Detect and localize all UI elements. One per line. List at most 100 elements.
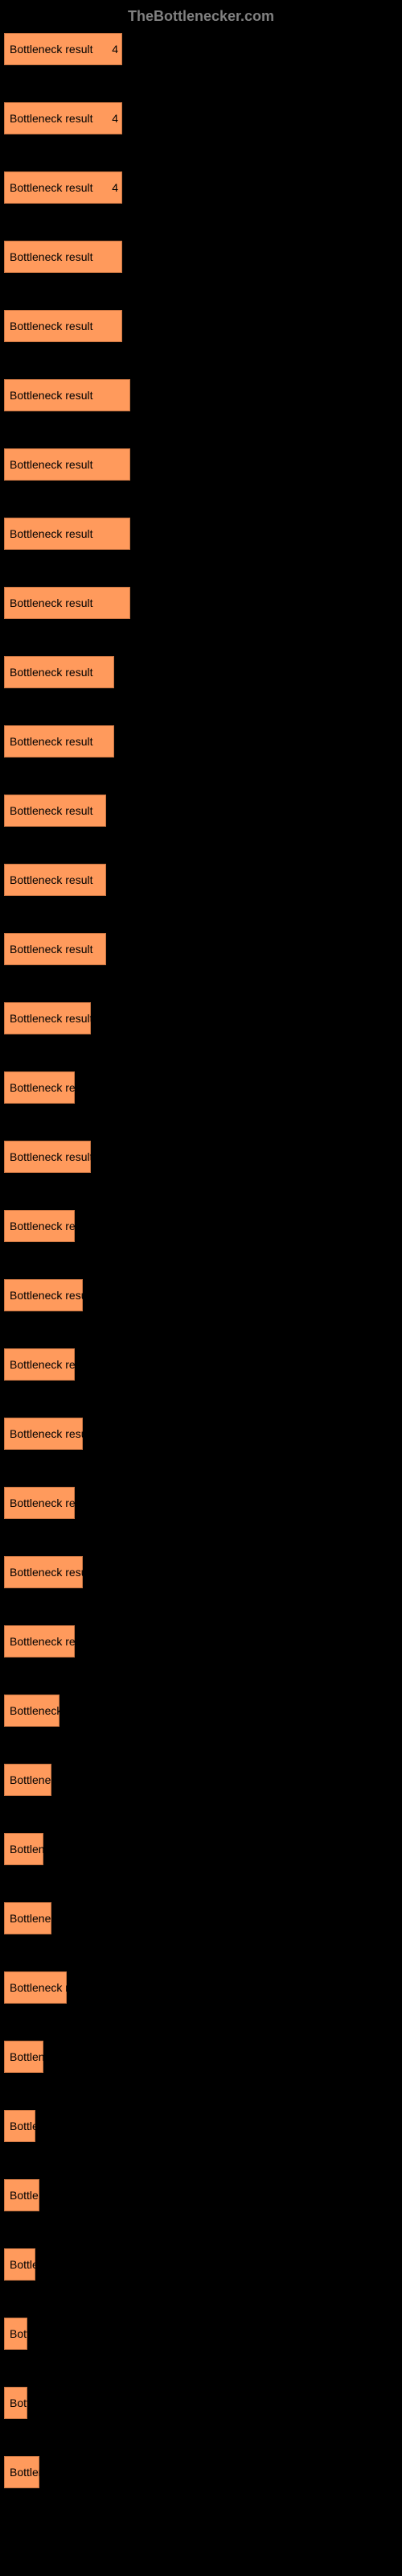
bar-row: Bottleneck result bbox=[4, 310, 398, 358]
bar: Bott bbox=[4, 2387, 27, 2419]
bar: Bottleneck result bbox=[4, 518, 130, 550]
bar-row: Bottlene bbox=[4, 1902, 398, 1951]
bar-row: Bottleneck result bbox=[4, 1625, 398, 1674]
bar: Bottleneck result bbox=[4, 1071, 75, 1104]
bar: Bottleneck result bbox=[4, 1487, 75, 1519]
bar-row: Bottleneck result bbox=[4, 1348, 398, 1397]
bar-label: Bottleneck result bbox=[10, 1012, 93, 1025]
bar-row: Bottleneck result bbox=[4, 656, 398, 704]
bar-label: Bottleneck result bbox=[10, 112, 93, 125]
bar-label: Bottleneck resu bbox=[10, 1566, 88, 1579]
bar: Bottleneck result bbox=[4, 933, 106, 965]
bar: Bottleneck resu bbox=[4, 1556, 83, 1588]
bar-row: Bott bbox=[4, 2318, 398, 2366]
bar: Bottleneck result bbox=[4, 864, 106, 896]
bar-label: Bottleneck result bbox=[10, 1635, 93, 1648]
bar-row: Bottle bbox=[4, 2110, 398, 2158]
bar-label: Bottleneck result bbox=[10, 1427, 93, 1440]
bar-row: Bottleneck result 4 bbox=[4, 171, 398, 220]
bar-label: Bottle bbox=[10, 2120, 39, 2132]
bar-row: Bottleneck result bbox=[4, 241, 398, 289]
bar-label: Bottleneck result bbox=[10, 1150, 93, 1163]
bar-label: Bottleneck resu bbox=[10, 1289, 88, 1302]
bar-row: Bottleneck resu bbox=[4, 1279, 398, 1327]
bar: Bottle bbox=[4, 2179, 39, 2211]
bar-row: Bottleneck result bbox=[4, 518, 398, 566]
bar-label: Bottlene bbox=[10, 1912, 51, 1925]
bar-label: Bottleneck result bbox=[10, 1358, 93, 1371]
bar-row: Bottle bbox=[4, 2179, 398, 2227]
bar: Bottleneck result bbox=[4, 1002, 91, 1034]
bar-row: Bottlen bbox=[4, 2041, 398, 2089]
bar-row: Bottleneck result bbox=[4, 725, 398, 774]
bar-label: Bottleneck result bbox=[10, 804, 93, 817]
bar: Bottlenec bbox=[4, 1764, 51, 1796]
bar-label: Bottleneck result bbox=[10, 250, 93, 263]
bar: Bottlene bbox=[4, 1902, 51, 1934]
bar-label: Bottleneck result bbox=[10, 181, 93, 194]
bar-label: Bottle bbox=[10, 2258, 39, 2271]
bottleneck-chart: Bottleneck result 4 Bottleneck result 4 Bott… bbox=[0, 33, 402, 2504]
bar-label: Bott bbox=[10, 2327, 30, 2340]
bar-label: Bottlenec bbox=[10, 1773, 56, 1786]
bar: Bottleneck result bbox=[4, 1418, 83, 1450]
bar: Bottleneck result bbox=[4, 1210, 75, 1242]
bar-row: Bottleneck result 4 bbox=[4, 102, 398, 151]
bar: Bottleneck resu bbox=[4, 1279, 83, 1311]
bar-label: Bottleneck result bbox=[10, 597, 93, 609]
bar-label: Bottleneck result bbox=[10, 43, 93, 56]
bar: Bottleneck result bbox=[4, 310, 122, 342]
bar: Bottleneck result 4 bbox=[4, 171, 122, 204]
bar-row: Bottle bbox=[4, 2248, 398, 2297]
bar-row: Bott bbox=[4, 2387, 398, 2435]
bar: Bottleneck result bbox=[4, 656, 114, 688]
bar-row: Bottleneck bbox=[4, 1695, 398, 1743]
bar-row: Bottleneck result bbox=[4, 795, 398, 843]
site-header: TheBottlenecker.com bbox=[0, 0, 402, 33]
bar-label: Bottleneck bbox=[10, 1704, 62, 1717]
bar-label: Bottler bbox=[10, 2466, 42, 2479]
bar-row: Bottleneck result bbox=[4, 933, 398, 981]
bar-label: Bottleneck result bbox=[10, 1496, 93, 1509]
bar-row: Bottlenec bbox=[4, 1764, 398, 1812]
bar: Bottleneck result bbox=[4, 1625, 75, 1657]
bar: Bott bbox=[4, 2318, 27, 2350]
bar-row: Bottleneck result4 bbox=[4, 33, 398, 81]
bar-row: Bottleneck result bbox=[4, 587, 398, 635]
bar-label: Bottleneck result bbox=[10, 458, 93, 471]
bar-label: Bott bbox=[10, 2396, 30, 2409]
bar-label: Bottleneck result bbox=[10, 1220, 93, 1232]
bar-row: Bottleneck result bbox=[4, 864, 398, 912]
bar-row: Bottleneck result bbox=[4, 1487, 398, 1535]
bar-label: Bottle bbox=[10, 2189, 39, 2202]
bar-row: Bottleneck r bbox=[4, 1971, 398, 2020]
bar-row: Bottleneck result bbox=[4, 1071, 398, 1120]
bar: Bottleneck result bbox=[4, 379, 130, 411]
bar-label: Bottleneck result bbox=[10, 943, 93, 956]
bar-row: Bottleneck resu bbox=[4, 1556, 398, 1604]
bar-label: Bottleneck result bbox=[10, 527, 93, 540]
bar-row: Bottleneck result bbox=[4, 1210, 398, 1258]
bar-label: Bottleneck r bbox=[10, 1981, 69, 1994]
bar: Bottleneck result bbox=[4, 1348, 75, 1381]
bar-label: Bottleneck result bbox=[10, 873, 93, 886]
bar-value: 4 bbox=[112, 112, 118, 125]
bar-row: Bottleneck result bbox=[4, 1141, 398, 1189]
bar: Bottlen bbox=[4, 1833, 43, 1865]
bar: Bottleneck result bbox=[4, 448, 130, 481]
bar: Bottleneck result bbox=[4, 241, 122, 273]
bar: Bottleneck r bbox=[4, 1971, 67, 2004]
bar-row: Bottleneck result bbox=[4, 1002, 398, 1051]
bar: Bottleneck bbox=[4, 1695, 59, 1727]
bar: Bottler bbox=[4, 2456, 39, 2488]
bar-row: Bottler bbox=[4, 2456, 398, 2504]
bar-label: Bottleneck result bbox=[10, 389, 93, 402]
bar: Bottleneck result4 bbox=[4, 33, 122, 65]
bar: Bottleneck result 4 bbox=[4, 102, 122, 134]
bar-value: 4 bbox=[112, 181, 118, 194]
bar: Bottle bbox=[4, 2248, 35, 2281]
bar: Bottleneck result bbox=[4, 1141, 91, 1173]
bar-row: Bottleneck result bbox=[4, 448, 398, 497]
bar-row: Bottlen bbox=[4, 1833, 398, 1881]
bar-row: Bottleneck result bbox=[4, 1418, 398, 1466]
